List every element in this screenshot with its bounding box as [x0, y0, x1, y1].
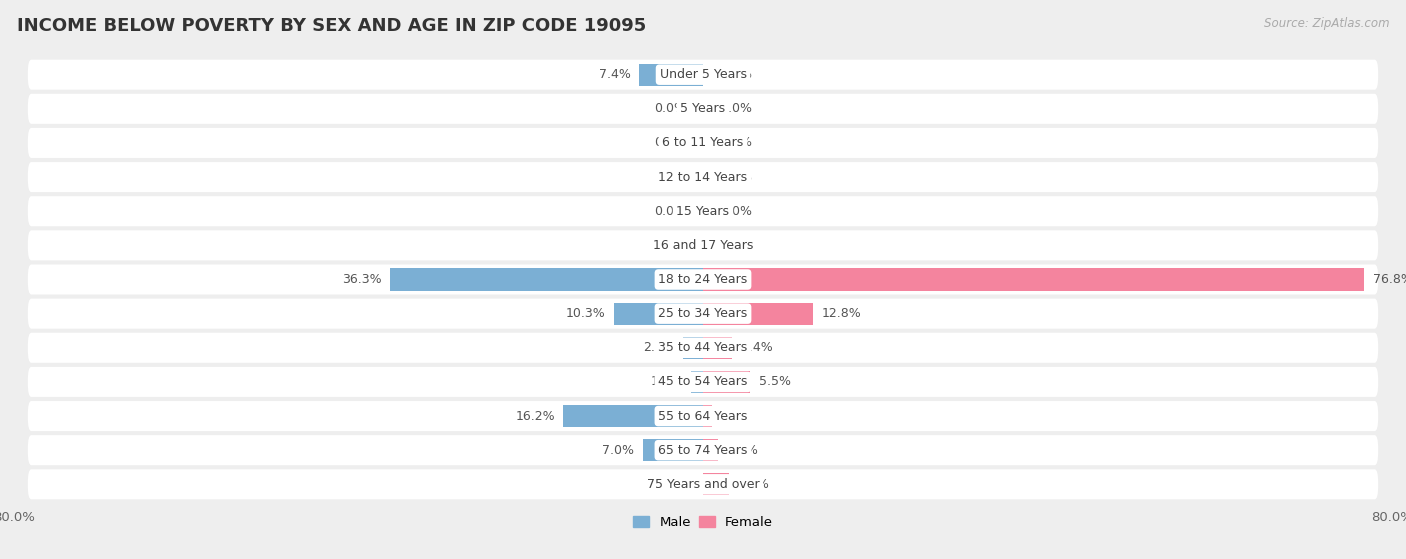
Text: 2.3%: 2.3%: [643, 342, 675, 354]
Text: 3.0%: 3.0%: [738, 478, 769, 491]
FancyBboxPatch shape: [28, 128, 1378, 158]
Text: 1.4%: 1.4%: [651, 376, 682, 389]
Text: 16 and 17 Years: 16 and 17 Years: [652, 239, 754, 252]
Text: 45 to 54 Years: 45 to 54 Years: [658, 376, 748, 389]
Text: 1.1%: 1.1%: [721, 410, 752, 423]
Text: 35 to 44 Years: 35 to 44 Years: [658, 342, 748, 354]
Bar: [683, 337, 703, 359]
Bar: [564, 405, 703, 427]
FancyBboxPatch shape: [28, 367, 1378, 397]
Text: 0.0%: 0.0%: [654, 478, 686, 491]
Text: 0.0%: 0.0%: [720, 170, 752, 183]
Bar: [703, 371, 751, 393]
Bar: [703, 439, 717, 461]
Text: 0.0%: 0.0%: [654, 136, 686, 149]
FancyBboxPatch shape: [28, 230, 1378, 260]
Text: 0.0%: 0.0%: [654, 205, 686, 217]
Text: 76.8%: 76.8%: [1374, 273, 1406, 286]
FancyBboxPatch shape: [28, 333, 1378, 363]
Text: 0.0%: 0.0%: [654, 170, 686, 183]
FancyBboxPatch shape: [28, 196, 1378, 226]
Text: 55 to 64 Years: 55 to 64 Years: [658, 410, 748, 423]
Legend: Male, Female: Male, Female: [627, 511, 779, 534]
Text: 5 Years: 5 Years: [681, 102, 725, 115]
Text: 7.4%: 7.4%: [599, 68, 631, 81]
Text: 6 to 11 Years: 6 to 11 Years: [662, 136, 744, 149]
FancyBboxPatch shape: [28, 60, 1378, 89]
Bar: [703, 302, 813, 325]
Text: 0.0%: 0.0%: [720, 205, 752, 217]
Bar: [703, 473, 728, 495]
Bar: [640, 64, 703, 86]
Bar: [643, 439, 703, 461]
Text: INCOME BELOW POVERTY BY SEX AND AGE IN ZIP CODE 19095: INCOME BELOW POVERTY BY SEX AND AGE IN Z…: [17, 17, 647, 35]
Text: 1.7%: 1.7%: [727, 444, 758, 457]
Text: 15 Years: 15 Years: [676, 205, 730, 217]
Text: 12.8%: 12.8%: [823, 307, 862, 320]
Text: 0.0%: 0.0%: [720, 239, 752, 252]
Bar: [703, 337, 733, 359]
Bar: [703, 268, 1364, 291]
Bar: [690, 371, 703, 393]
FancyBboxPatch shape: [28, 162, 1378, 192]
Bar: [703, 405, 713, 427]
Text: 16.2%: 16.2%: [515, 410, 555, 423]
Text: 0.0%: 0.0%: [654, 102, 686, 115]
Text: 10.3%: 10.3%: [567, 307, 606, 320]
FancyBboxPatch shape: [28, 299, 1378, 329]
FancyBboxPatch shape: [28, 264, 1378, 295]
Text: 18 to 24 Years: 18 to 24 Years: [658, 273, 748, 286]
Text: Source: ZipAtlas.com: Source: ZipAtlas.com: [1264, 17, 1389, 30]
FancyBboxPatch shape: [28, 401, 1378, 431]
Text: 0.0%: 0.0%: [720, 68, 752, 81]
Text: 5.5%: 5.5%: [759, 376, 792, 389]
Text: 0.0%: 0.0%: [654, 239, 686, 252]
Text: 0.0%: 0.0%: [720, 136, 752, 149]
Text: 65 to 74 Years: 65 to 74 Years: [658, 444, 748, 457]
FancyBboxPatch shape: [28, 470, 1378, 499]
FancyBboxPatch shape: [28, 435, 1378, 465]
Text: Under 5 Years: Under 5 Years: [659, 68, 747, 81]
Text: 7.0%: 7.0%: [602, 444, 634, 457]
Text: 36.3%: 36.3%: [342, 273, 382, 286]
FancyBboxPatch shape: [28, 94, 1378, 124]
Text: 25 to 34 Years: 25 to 34 Years: [658, 307, 748, 320]
Text: 3.4%: 3.4%: [741, 342, 773, 354]
Bar: [391, 268, 703, 291]
Text: 12 to 14 Years: 12 to 14 Years: [658, 170, 748, 183]
Bar: [614, 302, 703, 325]
Text: 0.0%: 0.0%: [720, 102, 752, 115]
Text: 75 Years and over: 75 Years and over: [647, 478, 759, 491]
